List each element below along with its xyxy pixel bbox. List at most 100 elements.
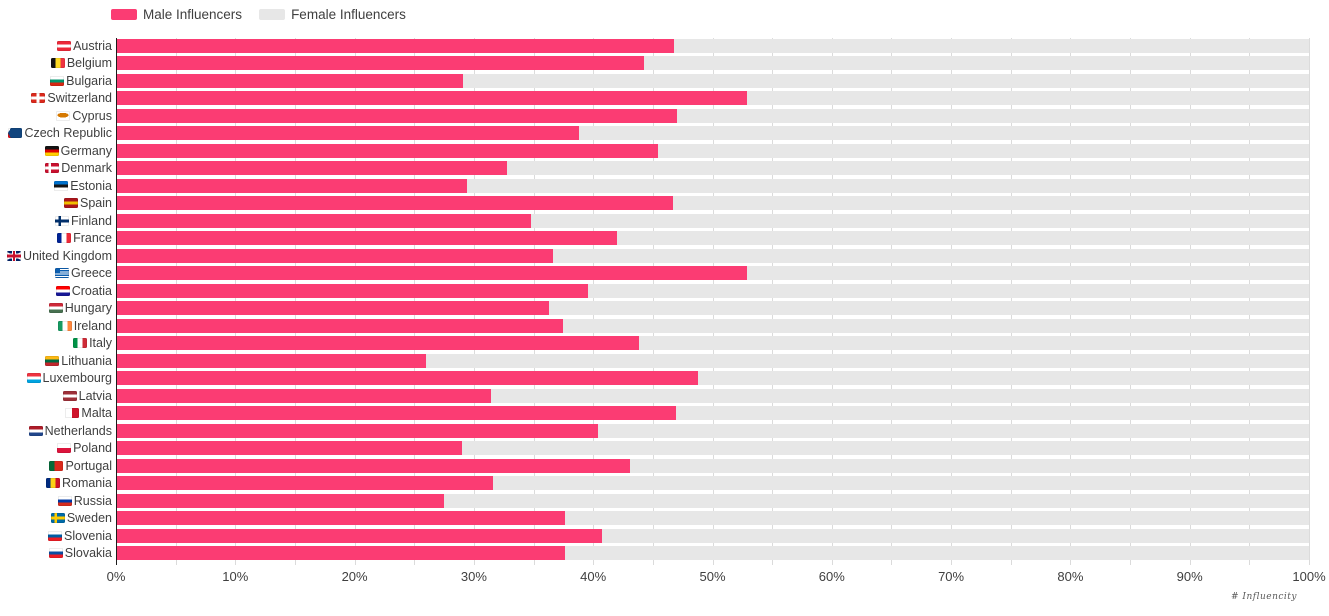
female-bar[interactable] — [116, 301, 1309, 316]
male-bar[interactable] — [116, 528, 602, 543]
country-label: Bulgaria — [66, 73, 112, 88]
country-row-austria: Austria — [0, 38, 1309, 57]
estonia-flag-icon — [54, 180, 69, 191]
female-bar[interactable] — [116, 178, 1309, 193]
male-bar[interactable] — [116, 301, 550, 316]
country-label: Lithuania — [61, 353, 112, 368]
country-label: Germany — [60, 143, 112, 158]
x-axis-tick-label: 10% — [222, 569, 249, 584]
male-bar[interactable] — [116, 441, 462, 456]
male-bar[interactable] — [116, 126, 579, 141]
female-bar[interactable] — [116, 511, 1309, 526]
female-bar[interactable] — [116, 56, 1309, 71]
female-bar[interactable] — [116, 126, 1309, 141]
male-bar[interactable] — [116, 231, 618, 246]
male-bar[interactable] — [116, 493, 445, 508]
female-bar[interactable] — [116, 161, 1309, 176]
male-bar[interactable] — [116, 213, 532, 228]
country-row-italy: Italy — [0, 336, 1309, 354]
male-bar[interactable] — [116, 353, 427, 368]
legend-item-male[interactable]: Male Influencers — [111, 7, 242, 22]
country-label-cell: Denmark — [0, 161, 116, 175]
country-row-belgium: Belgium — [0, 56, 1309, 74]
female-bar[interactable] — [116, 458, 1309, 473]
male-bar[interactable] — [116, 546, 565, 561]
male-bar[interactable] — [116, 511, 565, 526]
country-bar-cell — [116, 423, 1309, 438]
female-bar[interactable] — [116, 143, 1309, 158]
male-bar[interactable] — [116, 91, 748, 106]
country-bar-cell — [116, 196, 1309, 211]
male-bar[interactable] — [116, 406, 676, 421]
country-bar-cell — [116, 353, 1309, 368]
spain-flag-icon — [64, 198, 79, 209]
female-bar[interactable] — [116, 441, 1309, 456]
legend-item-female[interactable]: Female Influencers — [259, 7, 406, 22]
male-bar[interactable] — [116, 283, 589, 298]
country-label: Slovakia — [64, 546, 112, 561]
country-label-cell: Italy — [0, 336, 116, 350]
belgium-flag-icon — [50, 58, 65, 69]
female-bar[interactable] — [116, 91, 1309, 106]
country-row-bulgaria: Bulgaria — [0, 73, 1309, 92]
x-axis-tick-label: 0% — [106, 569, 126, 584]
country-row-switzerland: Switzerland — [0, 91, 1309, 109]
female-bar[interactable] — [116, 73, 1309, 88]
male-bar[interactable] — [116, 196, 674, 211]
female-bar[interactable] — [116, 213, 1309, 228]
female-bar[interactable] — [116, 371, 1309, 386]
male-bar[interactable] — [116, 161, 508, 176]
male-bar[interactable] — [116, 178, 467, 193]
country-bar-cell — [116, 476, 1309, 491]
female-bar[interactable] — [116, 336, 1309, 351]
male-bar[interactable] — [116, 248, 553, 263]
female-bar[interactable] — [116, 546, 1309, 561]
country-bar-cell — [116, 126, 1309, 141]
female-bar[interactable] — [116, 318, 1309, 333]
female-bar[interactable] — [116, 476, 1309, 491]
female-bar[interactable] — [116, 388, 1309, 403]
male-bar[interactable] — [116, 38, 675, 53]
male-bar[interactable] — [116, 143, 658, 158]
country-bar-cell — [116, 406, 1309, 421]
male-bar[interactable] — [116, 56, 645, 71]
female-bar[interactable] — [116, 248, 1309, 263]
female-bar[interactable] — [116, 493, 1309, 508]
female-bar[interactable] — [116, 353, 1309, 368]
female-bar[interactable] — [116, 231, 1309, 246]
female-bar[interactable] — [116, 406, 1309, 421]
male-bar[interactable] — [116, 388, 491, 403]
country-row-estonia: Estonia — [0, 178, 1309, 197]
female-bar[interactable] — [116, 196, 1309, 211]
country-label-cell: Switzerland — [0, 91, 116, 105]
country-row-latvia: Latvia — [0, 388, 1309, 407]
female-bar[interactable] — [116, 108, 1309, 123]
male-bar[interactable] — [116, 318, 564, 333]
malta-flag-icon — [65, 408, 80, 419]
male-bar[interactable] — [116, 336, 639, 351]
country-label: Finland — [71, 213, 112, 228]
female-bar[interactable] — [116, 423, 1309, 438]
female-bar[interactable] — [116, 283, 1309, 298]
y-axis-line — [116, 38, 117, 565]
country-row-malta: Malta — [0, 406, 1309, 424]
legend-female-label: Female Influencers — [291, 7, 406, 22]
country-row-romania: Romania — [0, 476, 1309, 494]
male-bar[interactable] — [116, 458, 631, 473]
male-bar[interactable] — [116, 108, 677, 123]
male-bar[interactable] — [116, 371, 699, 386]
female-bar[interactable] — [116, 266, 1309, 281]
country-label: Denmark — [61, 161, 112, 176]
female-bar[interactable] — [116, 528, 1309, 543]
x-axis: 0% 10% 20% 30% 40% 50% 60% 70% 80% 90% 100% — [107, 569, 1326, 585]
country-label: Greece — [71, 266, 112, 281]
female-bar[interactable] — [116, 38, 1309, 53]
male-bar[interactable] — [116, 423, 598, 438]
country-row-russia: Russia — [0, 493, 1309, 512]
male-bar[interactable] — [116, 266, 748, 281]
country-label-cell: Sweden — [0, 511, 116, 525]
male-bar[interactable] — [116, 476, 493, 491]
male-bar[interactable] — [116, 73, 464, 88]
denmark-flag-icon — [45, 163, 60, 174]
